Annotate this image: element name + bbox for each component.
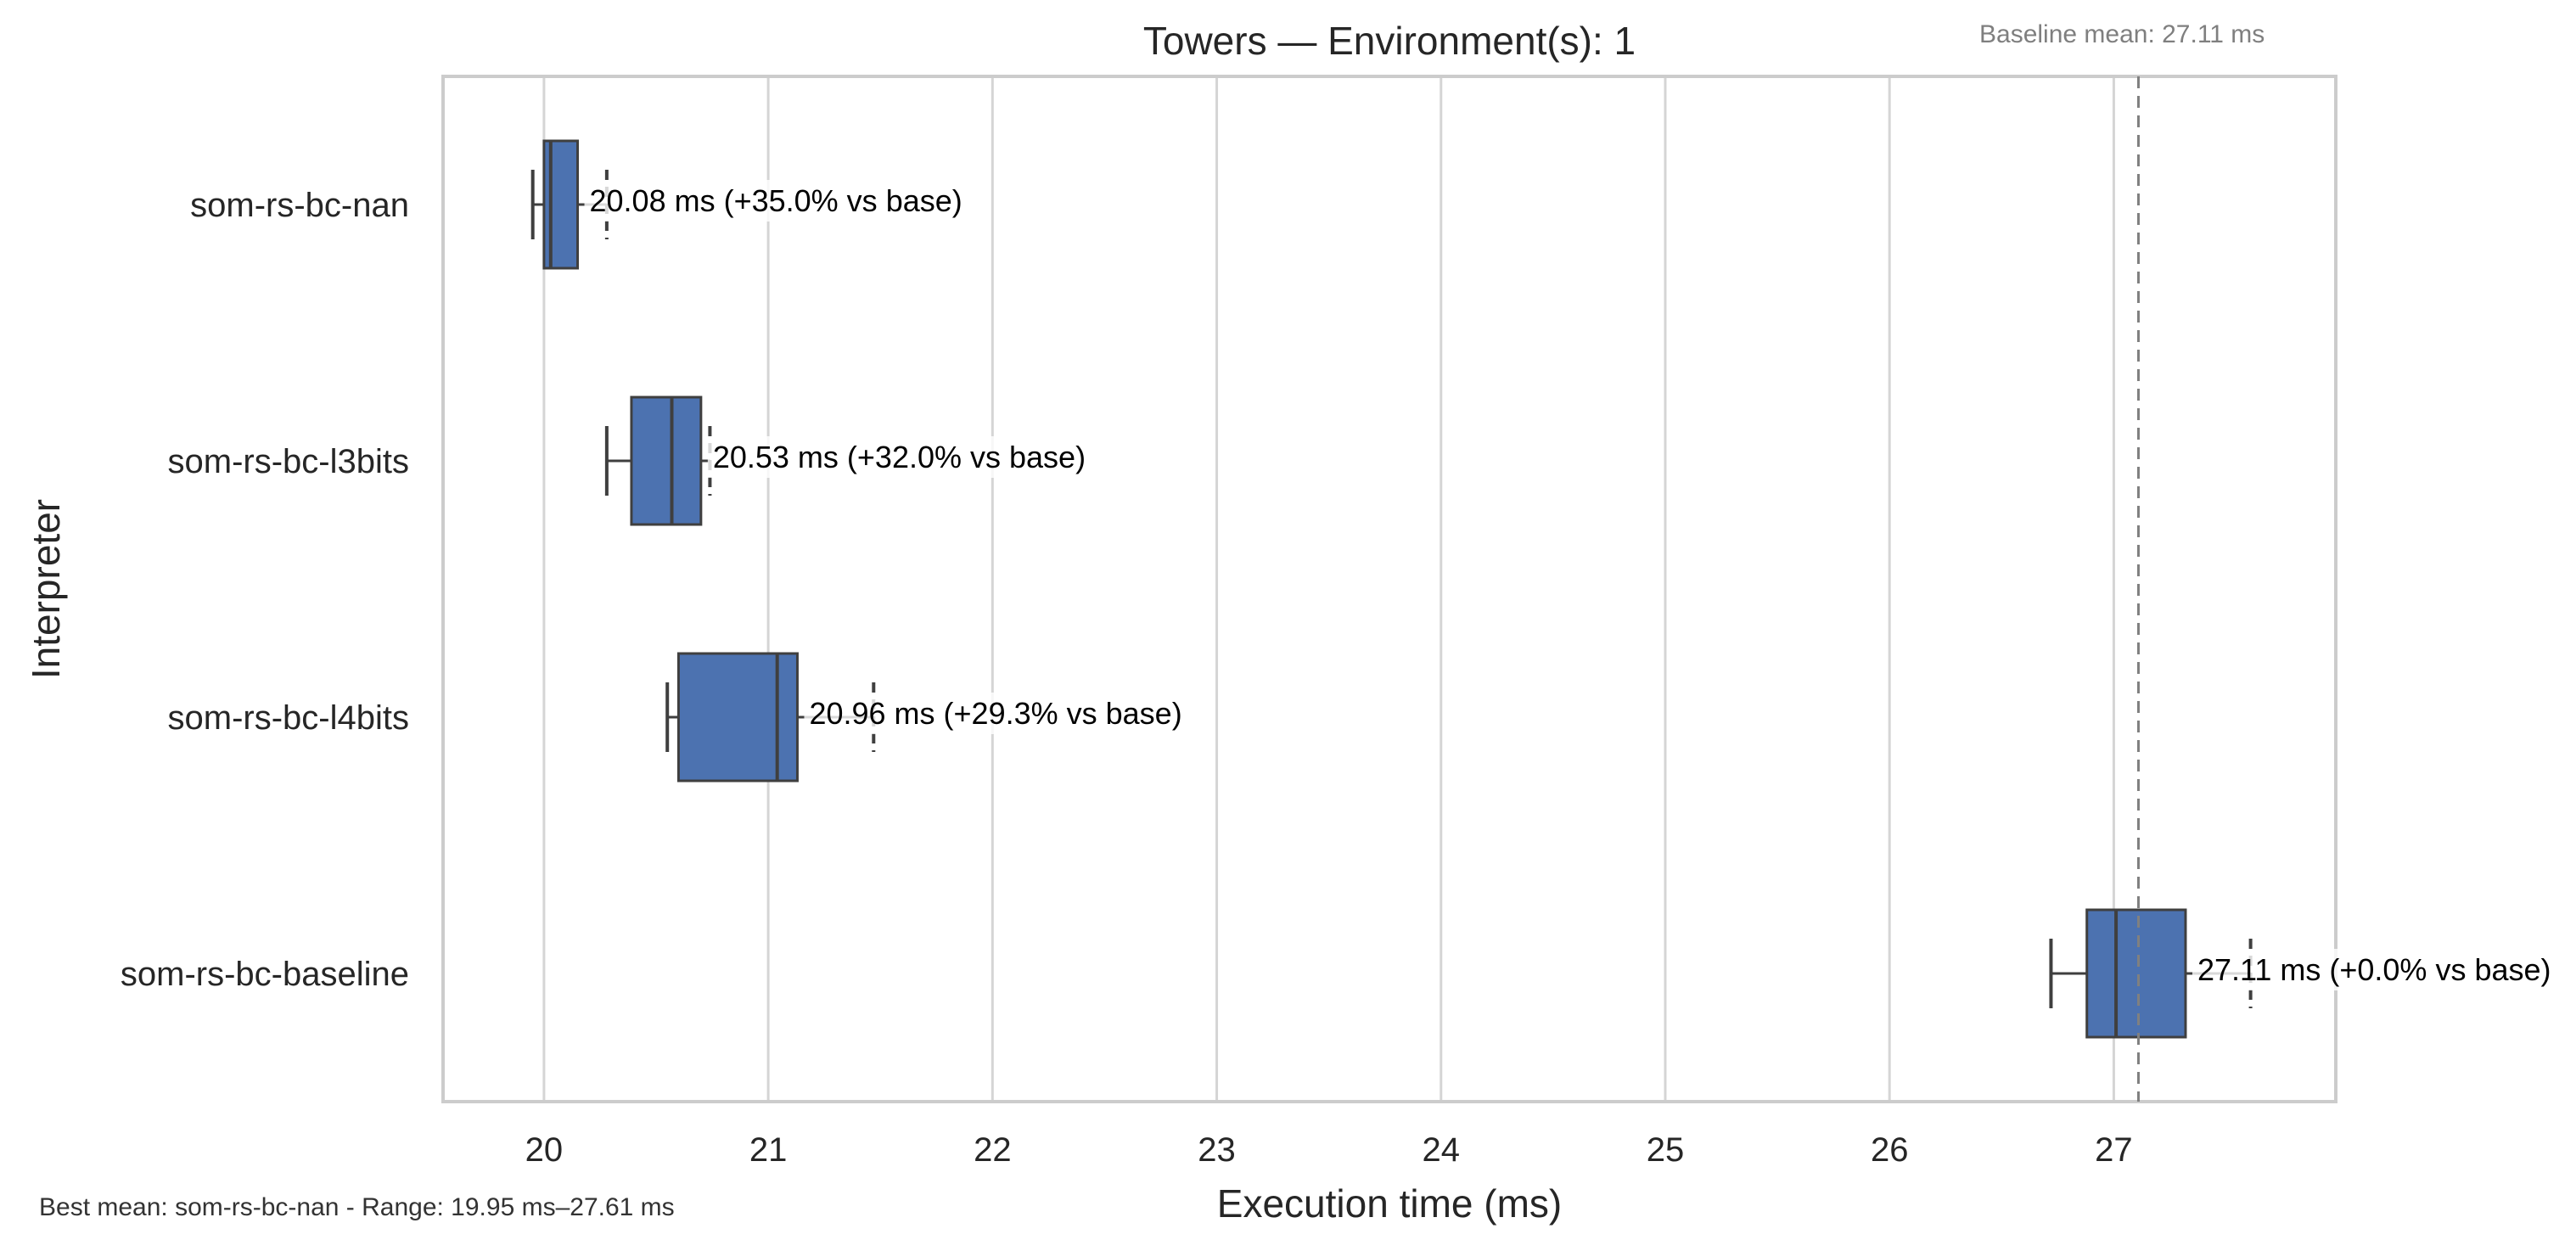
data-label: 27.11 ms (+0.0% vs base) <box>2197 952 2551 987</box>
data-label-background <box>804 693 1187 734</box>
box-group: 20.96 ms (+29.3% vs base) <box>665 652 1187 783</box>
chart-title: Towers — Environment(s): 1 <box>1143 19 1636 63</box>
x-tick-label: 27 <box>2095 1131 2133 1169</box>
data-layer: 20.08 ms (+35.0% vs base) 20.53 ms (+32.0… <box>530 76 2556 1102</box>
data-label: 20.96 ms (+29.3% vs base) <box>809 696 1181 731</box>
box-group: 27.11 ms (+0.0% vs base) <box>2049 908 2556 1039</box>
x-tick-label: 26 <box>1871 1131 1909 1169</box>
box <box>2085 908 2187 1039</box>
y-tick-label: som-rs-bc-baseline <box>121 956 409 993</box>
y-tick-label: som-rs-bc-nan <box>190 187 409 224</box>
box-group: 20.08 ms (+35.0% vs base) <box>530 139 968 270</box>
x-tick-label: 21 <box>749 1131 788 1169</box>
y-axis-label: Interpreter <box>24 499 68 679</box>
x-tick-label: 20 <box>525 1131 564 1169</box>
y-tick-label: som-rs-bc-l3bits <box>168 443 409 480</box>
data-label-background <box>584 180 968 222</box>
x-tick-label: 22 <box>974 1131 1012 1169</box>
box <box>630 395 703 526</box>
y-tick-label: som-rs-bc-l4bits <box>168 699 409 737</box>
data-label: 20.08 ms (+35.0% vs base) <box>590 183 962 218</box>
data-label: 20.53 ms (+32.0% vs base) <box>713 440 1086 474</box>
footer-annotation: Best mean: som-rs-bc-nan - Range: 19.95 … <box>39 1193 675 1221</box>
box-group: 20.53 ms (+32.0% vs base) <box>604 395 1092 526</box>
x-tick-labels: 20 21 22 23 24 25 26 27 <box>525 1131 2133 1169</box>
data-label-background <box>707 436 1092 478</box>
baseline-annotation: Baseline mean: 27.11 ms <box>1979 20 2265 48</box>
x-tick-label: 25 <box>1647 1131 1685 1169</box>
box <box>676 652 799 783</box>
x-tick-label: 23 <box>1198 1131 1236 1169</box>
data-label-background <box>2192 949 2556 990</box>
plot-frame <box>441 75 2337 1103</box>
y-tick-labels: som-rs-bc-nan som-rs-bc-l3bits som-rs-bc-l… <box>121 187 409 993</box>
x-tick-label: 24 <box>1423 1131 1461 1169</box>
x-axis-label: Execution time (ms) <box>1217 1181 1562 1226</box>
